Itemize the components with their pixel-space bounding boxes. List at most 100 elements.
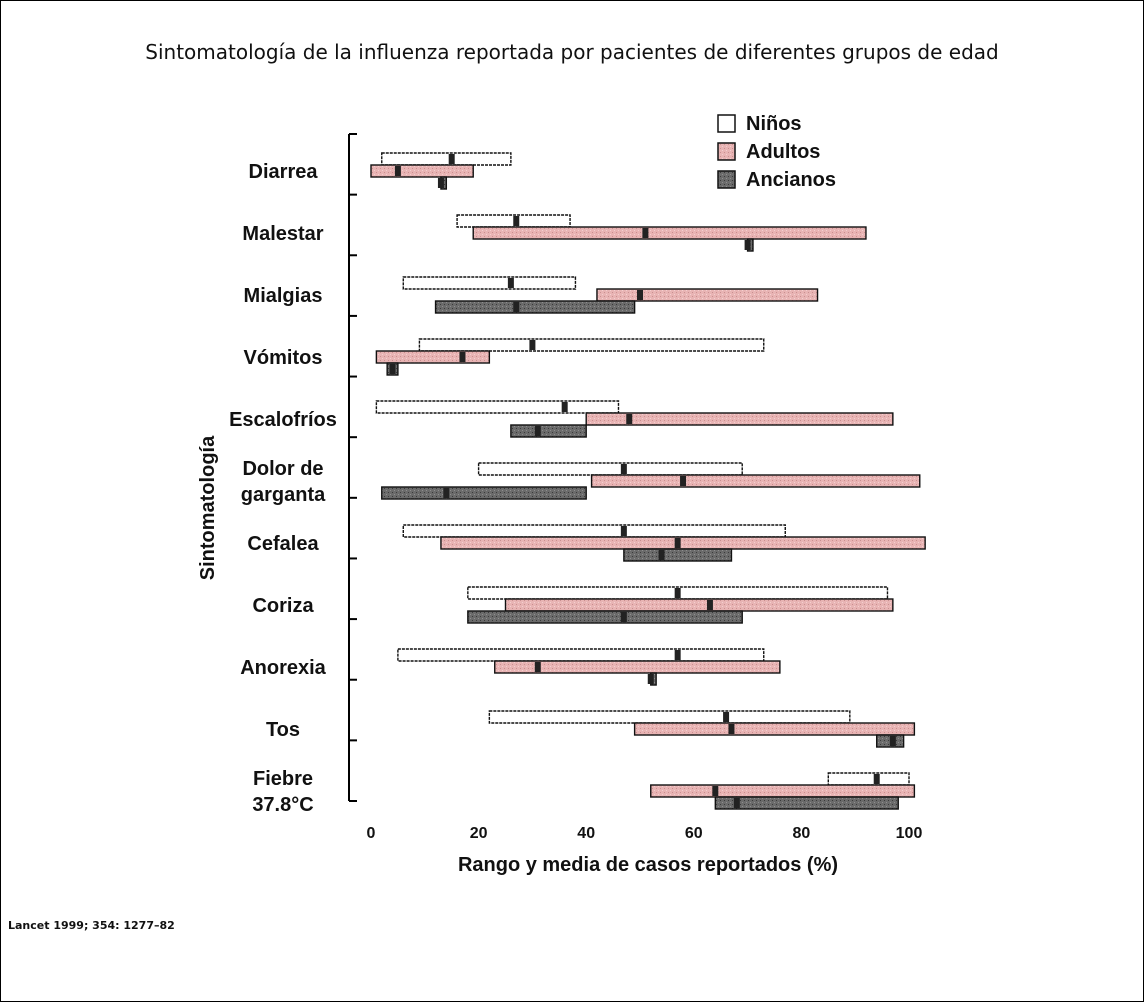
legend-swatch-adultos xyxy=(717,142,736,161)
mean-marker-adultos-dolor-de-garganta xyxy=(680,476,687,486)
mean-marker-adultos-coriza xyxy=(706,600,713,610)
category-label-mialgias: Mialgias xyxy=(244,285,323,307)
y-axis-title: Sintomatología xyxy=(197,435,219,580)
bar-ninos-cefalea xyxy=(402,524,786,538)
category-labels: Diarrea Malestar Mialgias Vómitos Escalofrío… xyxy=(229,161,337,816)
x-tick-label: 40 xyxy=(577,825,595,842)
bar-adultos-coriza xyxy=(504,598,894,612)
group-escalofrios xyxy=(375,400,894,438)
chart-title: Sintomatología de la influenza reportada… xyxy=(145,40,999,64)
group-coriza xyxy=(467,586,894,624)
bar-ancianos-coriza xyxy=(467,610,743,624)
mean-marker-adultos-malestar xyxy=(642,228,649,238)
mean-marker-ninos-escalofrios xyxy=(561,402,568,412)
mean-marker-adultos-fiebre-37-8-c xyxy=(712,786,719,796)
mean-marker-adultos-cefalea xyxy=(674,538,681,548)
axes xyxy=(348,134,350,801)
y-axis-ticks xyxy=(349,133,357,802)
category-label-malestar: Malestar xyxy=(242,223,323,245)
mean-marker-ninos-diarrea xyxy=(448,154,455,164)
category-label-vomitos: Vómitos xyxy=(244,347,323,369)
legend-label-ancianos: Ancianos xyxy=(746,169,836,191)
group-dolor-de-garganta xyxy=(381,462,921,500)
legend: Niños Adultos Ancianos xyxy=(717,113,836,191)
bar-ancianos-mialgias xyxy=(434,300,636,314)
bar-adultos-malestar xyxy=(472,226,867,240)
mean-marker-ninos-coriza xyxy=(674,588,681,598)
group-mialgias xyxy=(402,276,819,314)
mean-marker-ancianos-cefalea xyxy=(658,550,665,560)
citation: Lancet 1999; 354: 1277–82 xyxy=(8,919,175,932)
mean-marker-adultos-mialgias xyxy=(637,290,643,300)
bar-ninos-dolor-de-garganta xyxy=(477,462,743,476)
mean-marker-adultos-tos xyxy=(728,724,735,734)
mean-marker-adultos-vomitos xyxy=(459,352,466,362)
category-label-diarrea: Diarrea xyxy=(249,161,319,183)
x-tick-label: 80 xyxy=(793,825,811,842)
bar-adultos-anorexia xyxy=(494,660,781,674)
mean-marker-ancianos-malestar xyxy=(744,240,751,250)
category-label-anorexia: Anorexia xyxy=(240,657,326,679)
bar-ninos-escalofrios xyxy=(375,400,620,414)
mean-marker-ancianos-diarrea xyxy=(437,178,444,188)
group-vomitos xyxy=(375,338,765,376)
mean-marker-ninos-mialgias xyxy=(507,278,514,288)
bar-ancianos-dolor-de-garganta xyxy=(381,486,587,500)
x-tick-label: 20 xyxy=(470,825,488,842)
bar-adultos-tos xyxy=(633,722,916,736)
x-tick-label: 0 xyxy=(367,825,376,842)
mean-marker-ancianos-mialgias xyxy=(513,302,520,312)
legend-swatch-ancianos xyxy=(717,170,736,189)
mean-marker-ninos-malestar xyxy=(513,216,520,226)
mean-marker-ninos-tos xyxy=(723,712,730,722)
category-label-escalofrios: Escalofríos xyxy=(229,409,337,431)
group-fiebre-37-8-c xyxy=(650,772,916,810)
mean-marker-ninos-dolor-de-garganta xyxy=(620,464,627,474)
category-label-dolor-de-garganta: Dolor de garganta xyxy=(241,458,326,506)
group-anorexia xyxy=(397,648,781,686)
bars-layer xyxy=(370,152,926,810)
x-tick-label: 60 xyxy=(685,825,703,842)
mean-marker-ninos-anorexia xyxy=(674,650,681,660)
group-cefalea xyxy=(402,524,926,562)
bar-adultos-dolor-de-garganta xyxy=(590,474,921,488)
mean-marker-ancianos-dolor-de-garganta xyxy=(443,488,450,498)
bar-adultos-mialgias xyxy=(596,288,819,302)
category-label-fiebre-37-8-c: Fiebre 37.8°C xyxy=(252,768,313,816)
bar-adultos-diarrea xyxy=(370,164,474,178)
mean-marker-ninos-cefalea xyxy=(620,526,627,536)
group-malestar xyxy=(456,214,867,252)
bar-adultos-cefalea xyxy=(440,536,926,550)
group-diarrea xyxy=(370,152,512,190)
bar-ninos-fiebre-37-8-c xyxy=(827,772,910,786)
bar-adultos-vomitos xyxy=(375,350,491,364)
category-label-coriza: Coriza xyxy=(252,595,314,617)
legend-label-ninos: Niños xyxy=(746,113,802,135)
x-tick-label: 100 xyxy=(896,825,923,842)
category-label-tos: Tos xyxy=(266,719,300,741)
legend-swatch-ninos xyxy=(717,114,736,133)
bar-ancianos-fiebre-37-8-c xyxy=(714,796,899,810)
mean-marker-ancianos-vomitos xyxy=(389,364,396,374)
bar-ninos-anorexia xyxy=(397,648,765,662)
x-axis-ticks: 0 20 40 60 80 100 xyxy=(367,825,923,842)
group-tos xyxy=(488,710,916,748)
bar-ancianos-escalofrios xyxy=(510,424,587,438)
mean-marker-ancianos-coriza xyxy=(620,612,627,622)
bar-ninos-vomitos xyxy=(418,338,765,352)
mean-marker-adultos-anorexia xyxy=(534,662,541,672)
bar-ancianos-cefalea xyxy=(623,548,733,562)
bar-adultos-fiebre-37-8-c xyxy=(650,784,916,798)
bar-ninos-tos xyxy=(488,710,851,724)
bar-adultos-escalofrios xyxy=(585,412,894,426)
category-label-cefalea: Cefalea xyxy=(247,533,319,555)
mean-marker-ancianos-anorexia xyxy=(647,674,654,684)
mean-marker-ninos-vomitos xyxy=(529,340,536,350)
mean-marker-adultos-diarrea xyxy=(394,166,401,176)
mean-marker-ancianos-fiebre-37-8-c xyxy=(733,798,740,808)
mean-marker-adultos-escalofrios xyxy=(626,414,633,424)
x-axis-title: Rango y media de casos reportados (%) xyxy=(458,854,838,876)
bar-ninos-mialgias xyxy=(402,276,577,290)
mean-marker-ancianos-tos xyxy=(889,736,896,746)
